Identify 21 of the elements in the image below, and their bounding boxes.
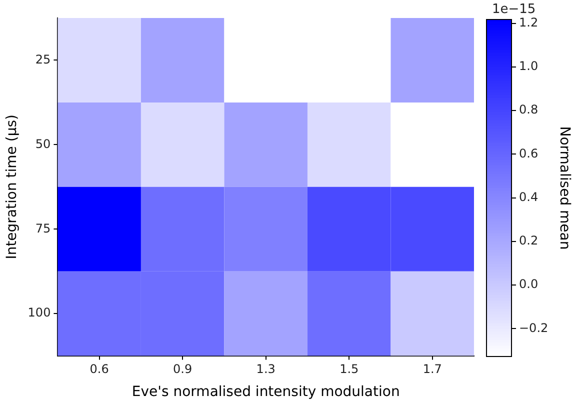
color-bar-label: 1.2	[519, 15, 538, 30]
color-bar-label: 0.0	[519, 277, 538, 292]
y-tick-label: 50	[35, 136, 51, 151]
color-bar-label: 0.8	[519, 102, 538, 117]
color-bar-label: 1.0	[519, 59, 538, 74]
color-bar-label: −0.2	[519, 320, 548, 335]
x-tick-label: 0.9	[173, 362, 192, 376]
y-tick-label: 25	[35, 52, 51, 66]
y-axis-title: Integration time (μs)	[4, 114, 20, 260]
x-tick-label: 1.7	[422, 362, 442, 376]
color-bar-label: 0.2	[519, 234, 538, 248]
y-tick-label: 100	[28, 306, 51, 320]
color-bar-label: 0.4	[519, 190, 538, 204]
x-axis-title: Eve's normalised intensity modulation	[132, 384, 400, 400]
x-tick-label: 1.3	[256, 362, 276, 376]
x-tick-label: 0.6	[90, 362, 109, 376]
y-tick-label: 75	[35, 221, 51, 236]
color-bar-label: 0.6	[519, 146, 538, 160]
color-bar-title: Normalised mean	[556, 126, 572, 250]
text: 1e−15	[492, 2, 536, 17]
x-tick-label: 1.5	[340, 362, 359, 376]
